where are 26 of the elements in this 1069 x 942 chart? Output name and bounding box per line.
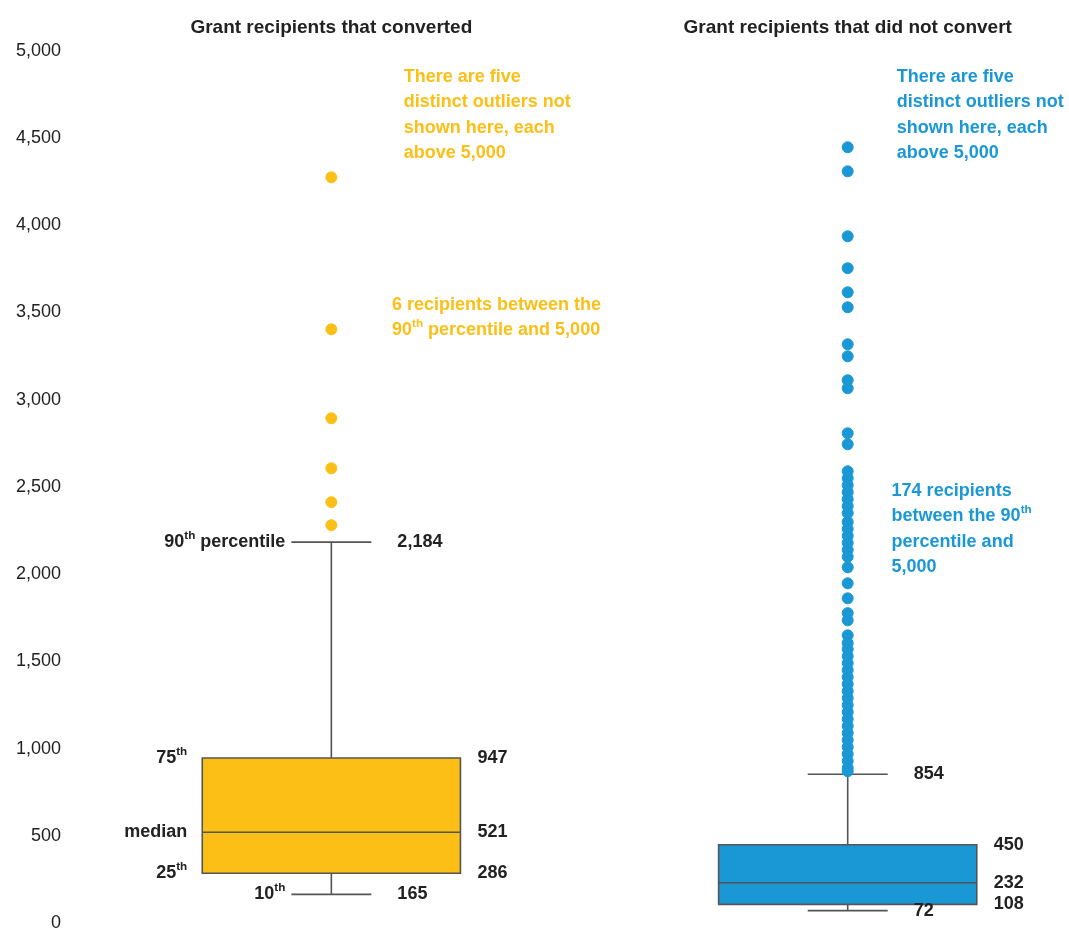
annotation: 108 bbox=[993, 893, 1024, 914]
y-tick-label: 2,000 bbox=[16, 563, 62, 584]
y-tick-label: 5,000 bbox=[16, 39, 62, 60]
annotation: 854 bbox=[913, 763, 944, 784]
annotation: 72 bbox=[913, 899, 934, 920]
annotation: 521 bbox=[477, 821, 508, 842]
annotation: 947 bbox=[477, 746, 508, 767]
annotation: There are five distinct outliers not shown here, each above 5,000 bbox=[403, 65, 571, 163]
annotation: median bbox=[124, 821, 188, 842]
annotation: 165 bbox=[397, 883, 428, 904]
y-tick-label: 500 bbox=[31, 824, 62, 845]
y-tick-label: 3,500 bbox=[16, 301, 62, 322]
y-tick-label: 3,000 bbox=[16, 388, 62, 409]
y-tick-label: 1,500 bbox=[16, 650, 62, 671]
y-tick-label: 4,000 bbox=[16, 214, 62, 235]
y-tick-label: 1,000 bbox=[16, 737, 62, 758]
y-tick-label: 4,500 bbox=[16, 127, 62, 148]
x-tick-label: Grant recipients that converted bbox=[190, 15, 473, 37]
x-tick-label: Grant recipients that did not convert bbox=[683, 15, 1013, 37]
annotation: There are five distinct outliers not shown here, each above 5,000 bbox=[896, 65, 1064, 163]
annotation: 286 bbox=[477, 862, 508, 883]
annotation: 450 bbox=[993, 833, 1024, 854]
annotation: 232 bbox=[993, 871, 1024, 892]
y-tick-label: 2,500 bbox=[16, 475, 62, 496]
annotation: 2,184 bbox=[397, 531, 443, 552]
y-tick-label: 0 bbox=[51, 912, 62, 933]
